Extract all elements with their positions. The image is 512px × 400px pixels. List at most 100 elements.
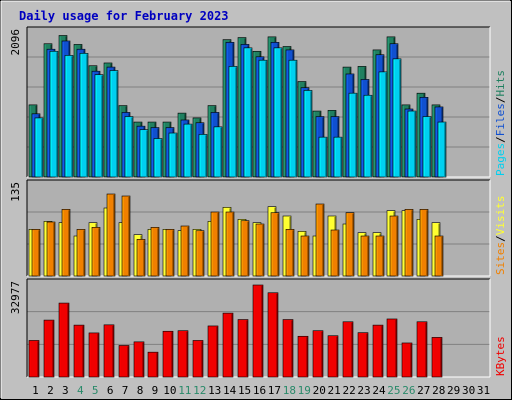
x-tick-day-19: 19 bbox=[298, 384, 311, 397]
bar-kbytes-day-8 bbox=[133, 341, 145, 378]
series-label-hits-files-pages: Pages/Files/Hits bbox=[494, 70, 507, 176]
bar-pages-day-9 bbox=[153, 138, 163, 178]
bar-kbytes-day-25 bbox=[386, 318, 398, 378]
bar-pages-day-22 bbox=[348, 92, 358, 178]
bar-pages-day-6 bbox=[109, 70, 119, 178]
bar-pages-day-16 bbox=[258, 59, 268, 178]
series-label-part: Visits bbox=[494, 196, 507, 236]
y-max-label-hits-files-pages: 2096 bbox=[9, 29, 22, 56]
x-tick-day-23: 23 bbox=[357, 384, 370, 397]
x-tick-day-16: 16 bbox=[253, 384, 266, 397]
bar-sites-day-21 bbox=[330, 229, 340, 277]
x-tick-day-27: 27 bbox=[417, 384, 430, 397]
bar-sites-day-22 bbox=[345, 212, 355, 277]
bar-kbytes-day-12 bbox=[192, 340, 204, 378]
bar-pages-day-14 bbox=[228, 66, 238, 178]
series-label-part: KBytes bbox=[494, 336, 507, 376]
bar-sites-day-23 bbox=[360, 235, 370, 277]
bar-pages-day-11 bbox=[183, 123, 193, 178]
bar-kbytes-day-15 bbox=[237, 319, 249, 378]
bar-pages-day-18 bbox=[288, 59, 298, 178]
bar-sites-day-28 bbox=[434, 235, 444, 277]
series-label-part: Hits bbox=[494, 70, 507, 97]
bar-pages-day-27 bbox=[422, 116, 432, 178]
bar-pages-day-20 bbox=[318, 136, 328, 178]
bar-kbytes-day-19 bbox=[297, 335, 309, 378]
bar-sites-day-20 bbox=[315, 203, 325, 277]
bar-pages-day-15 bbox=[243, 47, 253, 178]
bar-sites-day-14 bbox=[225, 211, 235, 277]
bar-sites-day-13 bbox=[210, 211, 220, 277]
bar-pages-day-2 bbox=[49, 50, 59, 178]
bar-sites-day-3 bbox=[61, 209, 71, 277]
x-tick-day-5: 5 bbox=[92, 384, 99, 397]
bar-pages-day-13 bbox=[213, 126, 223, 178]
bar-kbytes-day-16 bbox=[252, 284, 264, 378]
bar-kbytes-day-7 bbox=[118, 345, 130, 378]
x-tick-day-20: 20 bbox=[313, 384, 326, 397]
bar-sites-day-18 bbox=[285, 229, 295, 277]
panel-kbytes: 32977 KBytes bbox=[9, 278, 507, 378]
y-max-label-visits-sites: 135 bbox=[9, 182, 22, 202]
bar-pages-day-23 bbox=[363, 94, 373, 178]
series-label-part: Sites bbox=[494, 242, 507, 275]
bar-pages-day-4 bbox=[79, 53, 89, 178]
x-tick-day-22: 22 bbox=[342, 384, 355, 397]
bar-kbytes-day-1 bbox=[28, 340, 40, 378]
x-tick-day-30: 30 bbox=[462, 384, 475, 397]
bar-sites-day-16 bbox=[255, 223, 265, 277]
bar-kbytes-day-17 bbox=[267, 292, 279, 378]
x-tick-day-25: 25 bbox=[387, 384, 400, 397]
x-tick-day-21: 21 bbox=[328, 384, 341, 397]
bar-kbytes-day-6 bbox=[103, 324, 115, 378]
x-tick-day-2: 2 bbox=[47, 384, 54, 397]
bar-pages-day-19 bbox=[303, 90, 313, 178]
series-label-part: Pages bbox=[494, 143, 507, 176]
bar-pages-day-3 bbox=[64, 55, 74, 178]
bar-sites-day-10 bbox=[165, 229, 175, 277]
x-tick-day-1: 1 bbox=[32, 384, 39, 397]
bar-sites-day-9 bbox=[150, 227, 160, 277]
bar-pages-day-1 bbox=[34, 117, 44, 178]
bar-kbytes-day-23 bbox=[357, 332, 369, 378]
bar-kbytes-day-9 bbox=[147, 351, 159, 378]
bar-kbytes-day-28 bbox=[431, 337, 443, 378]
x-tick-day-31: 31 bbox=[477, 384, 490, 397]
bar-sites-day-7 bbox=[121, 195, 131, 277]
x-tick-day-18: 18 bbox=[283, 384, 296, 397]
series-label-part: / bbox=[494, 136, 507, 143]
bar-sites-day-5 bbox=[91, 227, 101, 277]
bar-kbytes-day-11 bbox=[177, 330, 189, 378]
series-label-part: Files bbox=[494, 103, 507, 136]
x-tick-day-24: 24 bbox=[372, 384, 386, 397]
bar-kbytes-day-2 bbox=[43, 319, 55, 378]
bar-sites-day-1 bbox=[31, 229, 41, 277]
x-tick-day-9: 9 bbox=[152, 384, 159, 397]
bar-kbytes-day-22 bbox=[342, 321, 354, 378]
bar-kbytes-day-3 bbox=[58, 302, 70, 378]
bar-kbytes-day-10 bbox=[162, 330, 174, 378]
bar-kbytes-day-13 bbox=[207, 325, 219, 378]
bar-kbytes-day-24 bbox=[372, 324, 384, 378]
bar-sites-day-2 bbox=[46, 221, 56, 277]
bar-kbytes-day-27 bbox=[416, 321, 428, 378]
x-tick-day-26: 26 bbox=[402, 384, 415, 397]
bar-kbytes-day-20 bbox=[312, 330, 324, 378]
bar-sites-day-12 bbox=[195, 230, 205, 277]
bar-pages-day-12 bbox=[198, 134, 208, 178]
bar-pages-day-26 bbox=[407, 110, 417, 178]
bar-pages-day-25 bbox=[392, 58, 402, 178]
bar-sites-day-19 bbox=[300, 235, 310, 277]
x-tick-day-3: 3 bbox=[62, 384, 69, 397]
series-label-part: / bbox=[494, 97, 507, 104]
bar-sites-day-26 bbox=[404, 209, 414, 277]
x-tick-day-13: 13 bbox=[208, 384, 221, 397]
x-tick-day-29: 29 bbox=[447, 384, 460, 397]
bar-pages-day-10 bbox=[168, 132, 178, 178]
x-tick-day-12: 12 bbox=[193, 384, 206, 397]
bar-sites-day-24 bbox=[375, 235, 385, 277]
x-tick-day-10: 10 bbox=[163, 384, 176, 397]
x-tick-day-15: 15 bbox=[238, 384, 251, 397]
bar-pages-day-24 bbox=[378, 71, 388, 178]
